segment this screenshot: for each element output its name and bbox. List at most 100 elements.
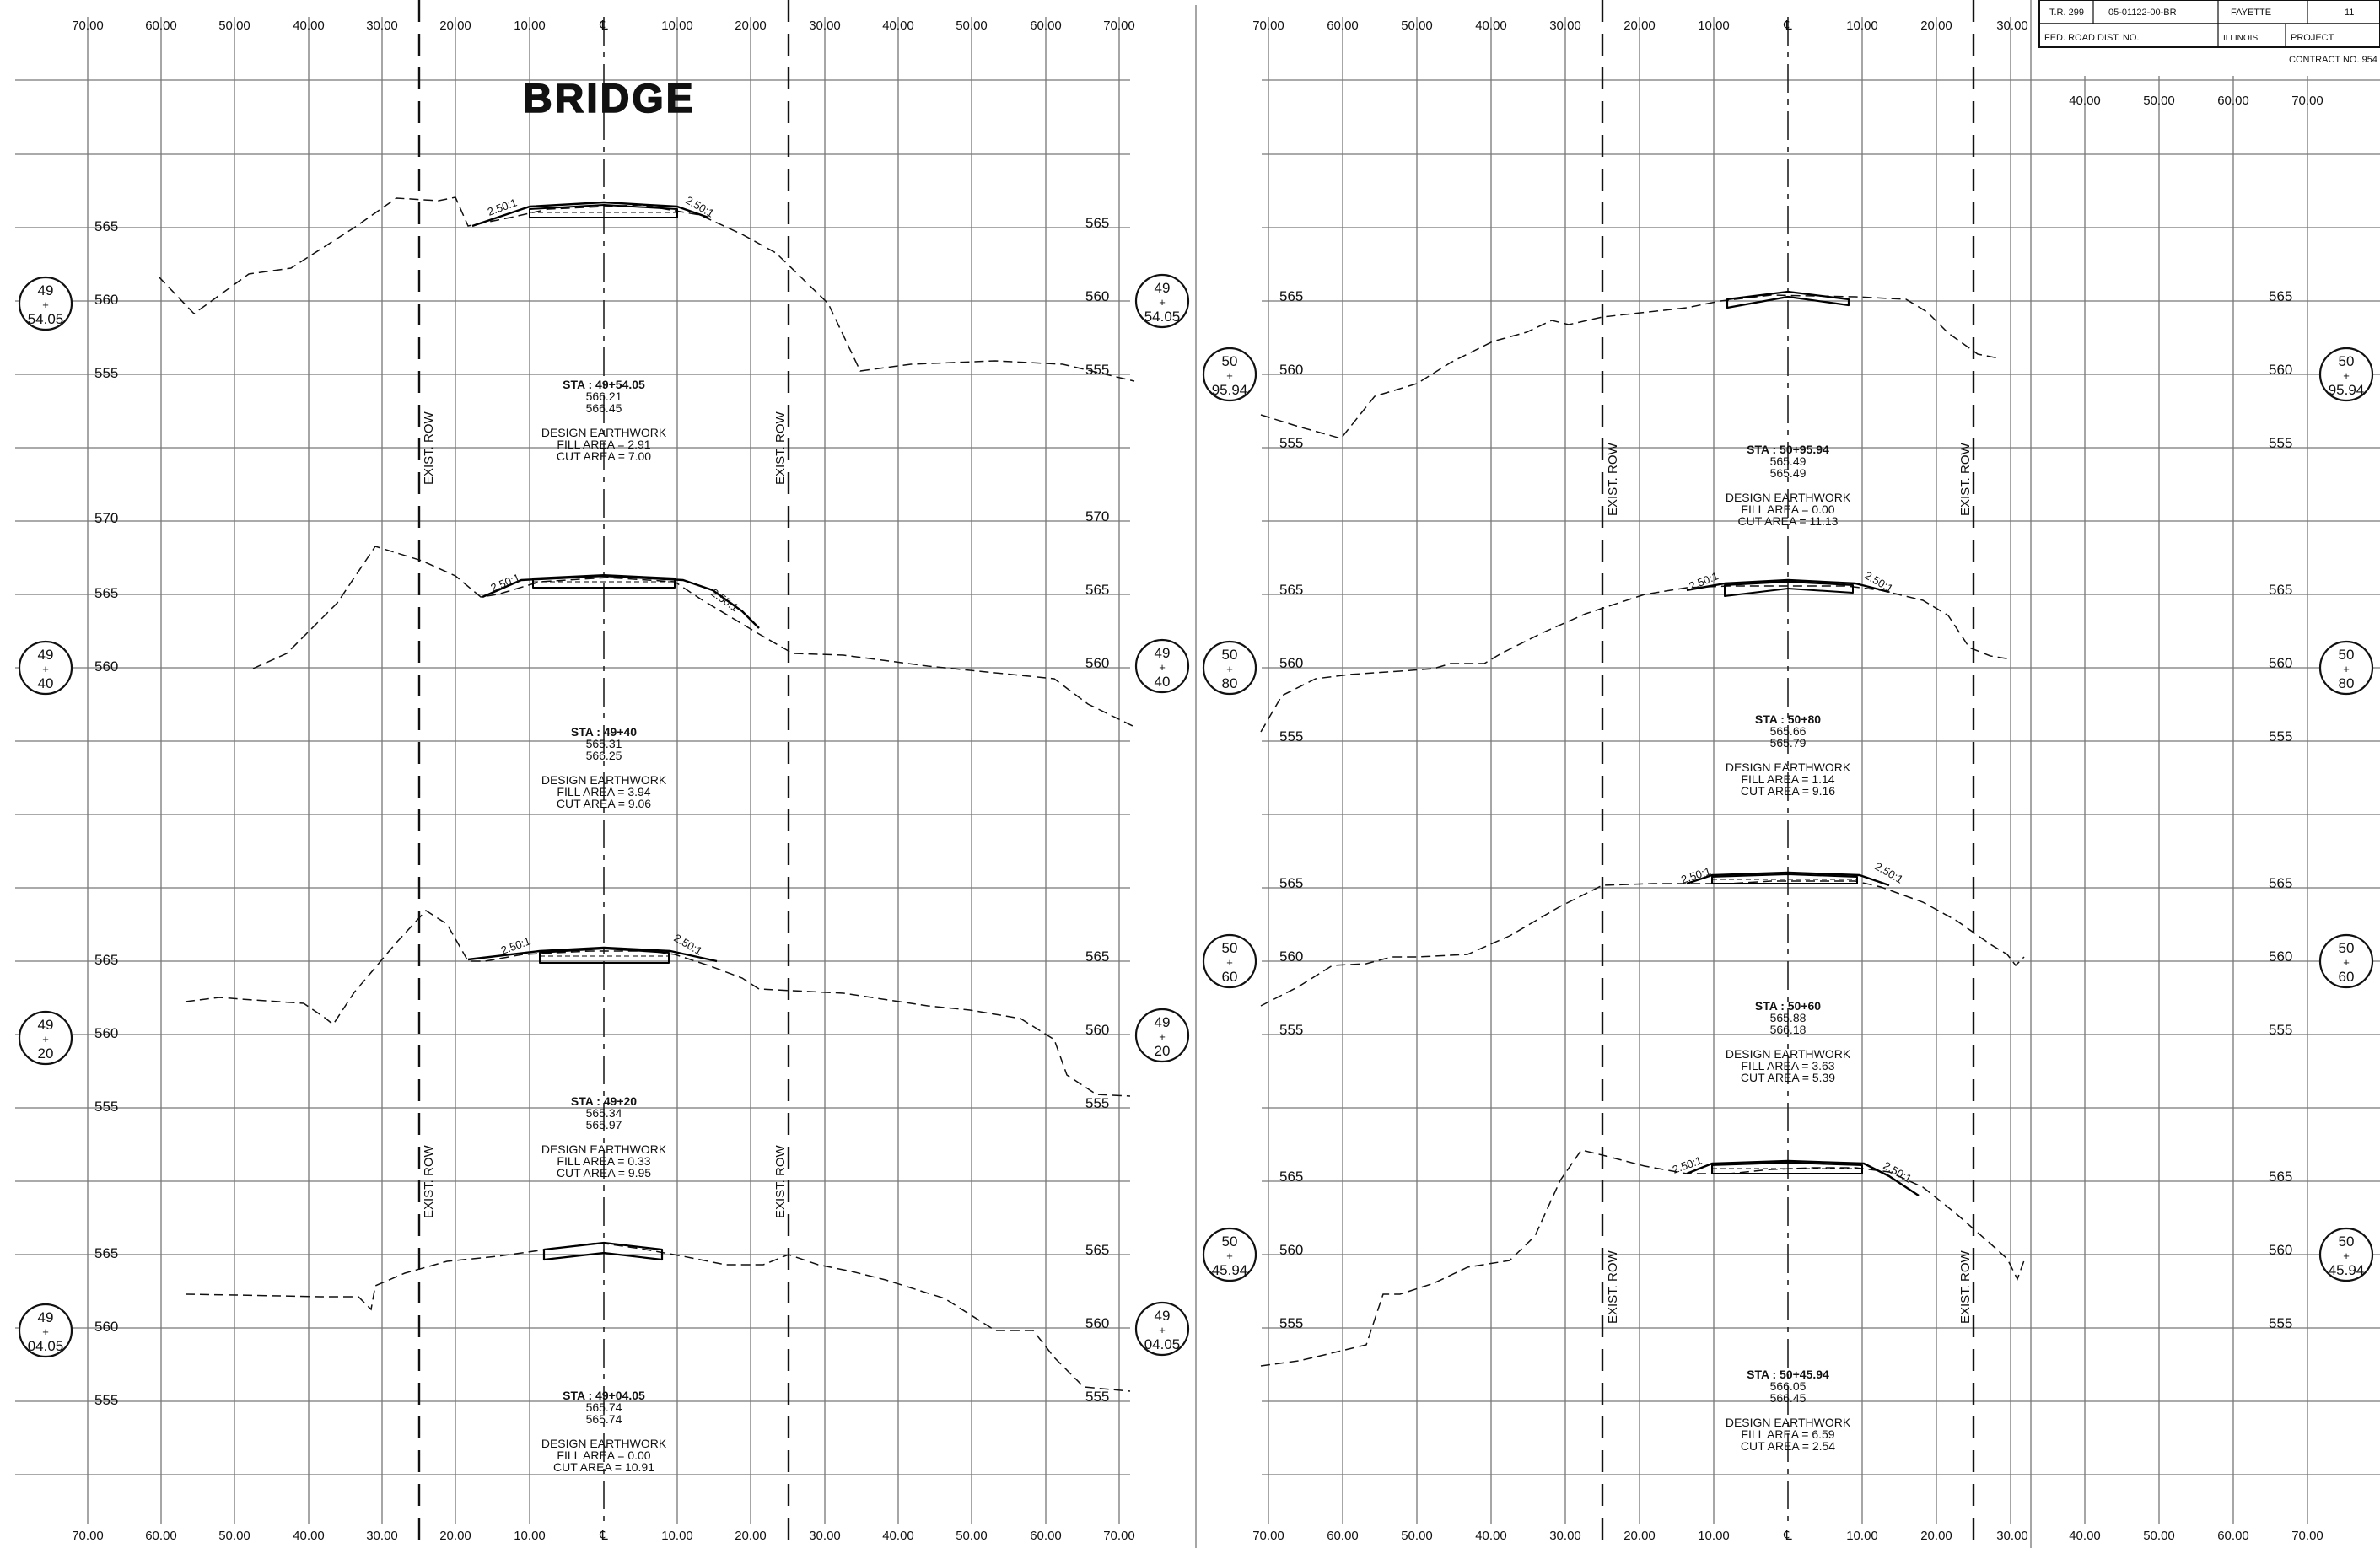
- axis-tick-label: 50.00: [2143, 94, 2175, 108]
- axis-tick-label: 60.00: [1327, 1529, 1359, 1543]
- fill-area: FILL AREA = 0.00: [1741, 503, 1834, 516]
- earthwork-heading: DESIGN EARTHWORK: [1726, 491, 1851, 504]
- station-bubble-top: 50: [2339, 940, 2355, 956]
- elevation-label: 565: [94, 1245, 118, 1261]
- proposed-section-50-80: 2.50:1 2.50:1: [1686, 569, 1895, 597]
- axis-tick-label: 60.00: [145, 19, 177, 33]
- elevation-label: 565: [1279, 1169, 1303, 1185]
- station-bubble-bottom: 20: [1155, 1043, 1171, 1059]
- ground-profile-49-40: [252, 546, 1135, 728]
- elevation-labels-right: 565 560 555 565 560 555 565 560 555 565 …: [1279, 288, 2292, 1331]
- cut-area: CUT AREA = 9.06: [557, 797, 651, 810]
- axis-tick-label: 30.00: [366, 1529, 398, 1543]
- design-elevation: 566.45: [1770, 1391, 1807, 1405]
- elevation-label: 560: [1085, 288, 1109, 304]
- svg-text:+: +: [1159, 1324, 1166, 1336]
- axis-tick-label: 70.00: [72, 19, 104, 33]
- cut-area: CUT AREA = 5.39: [1741, 1071, 1835, 1084]
- elevation-label: 555: [1279, 1022, 1303, 1038]
- existing-elevation: 565.49: [1770, 454, 1807, 468]
- elevation-label: 560: [94, 1025, 118, 1041]
- svg-text:+: +: [1159, 296, 1166, 309]
- proposed-section-49-04: [542, 1241, 664, 1261]
- ground-profile-49-20: [185, 910, 1131, 1097]
- station-bubble: 49 + 40: [1134, 638, 1190, 694]
- contract-label: CONTRACT NO. 954: [2289, 55, 2377, 65]
- exist-row-label: EXIST. ROW: [773, 411, 788, 485]
- axis-tick-label: 30.00: [366, 19, 398, 33]
- existing-elevation: 566.21: [586, 390, 622, 403]
- station-label: STA : 50+60: [1755, 999, 1821, 1013]
- station-bubble: 49 + 20: [1134, 1008, 1190, 1063]
- axis-tick-label: 50.00: [218, 1529, 250, 1543]
- title-block: T.R. 299 05-01122-00-BR FAYETTE 11 FED. …: [2038, 0, 2380, 65]
- station-label: STA : 49+04.05: [563, 1389, 645, 1402]
- station-bubble: 49 + 40: [18, 640, 73, 696]
- proposed-section-49-40: 2.50:1 2.50:1: [482, 571, 760, 629]
- station-info-49-54: STA : 49+54.05 566.21 566.45 DESIGN EART…: [541, 378, 667, 463]
- design-elevation: 565.97: [586, 1118, 622, 1131]
- elevation-label: 560: [94, 658, 118, 675]
- fed-road-dist-label: FED. ROAD DIST. NO.: [2044, 33, 2139, 43]
- axis-tick-label: 40.00: [2069, 1529, 2101, 1543]
- axis-tick-label: 10.00: [1846, 1529, 1878, 1543]
- svg-text:+: +: [1226, 956, 1233, 969]
- existing-elevation: 565.34: [586, 1106, 622, 1120]
- station-bubble-bottom: 80: [2339, 675, 2355, 691]
- axis-tick-label: 40.00: [882, 19, 914, 33]
- cut-area: CUT AREA = 9.16: [1741, 784, 1835, 798]
- elevation-label: 565: [94, 218, 118, 234]
- axis-tick-label: 30.00: [809, 1529, 841, 1543]
- slope-label: 2.50:1: [708, 586, 740, 614]
- exist-row-label: EXIST. ROW: [1606, 442, 1620, 516]
- ground-profile-50-45: [1260, 1149, 2025, 1367]
- axis-tick-label: 40.00: [1475, 1529, 1507, 1543]
- station-bubble-bottom: 54.05: [28, 311, 64, 327]
- fill-area: FILL AREA = 3.63: [1741, 1059, 1834, 1072]
- axis-tick-label: 30.00: [1996, 1529, 2028, 1543]
- station-bubble-bottom: 20: [38, 1045, 54, 1062]
- station-bubble-bottom: 40: [1155, 674, 1171, 690]
- station-bubble-top: 50: [2339, 1234, 2355, 1250]
- station-info-50-95: STA : 50+95.94 565.49 565.49 DESIGN EART…: [1726, 443, 1851, 528]
- elevation-label: 555: [1085, 1389, 1109, 1405]
- station-bubble-bottom: 60: [1222, 969, 1238, 985]
- axis-tick-label: 60.00: [1327, 19, 1359, 33]
- elevation-label: 555: [1279, 1315, 1303, 1331]
- design-elevation: 565.49: [1770, 466, 1807, 480]
- exist-row-label: EXIST. ROW: [422, 1144, 436, 1218]
- svg-text:+: +: [42, 298, 49, 311]
- axis-tick-label: 40.00: [2069, 94, 2101, 108]
- elevation-label: 560: [1279, 949, 1303, 965]
- cut-area: CUT AREA = 10.91: [553, 1460, 654, 1474]
- axis-tick-label: 20.00: [735, 1529, 767, 1543]
- axis-tick-label: 30.00: [1549, 1529, 1581, 1543]
- station-bubble-bottom: 95.94: [1212, 382, 1248, 398]
- elevation-label: 565: [2269, 1169, 2292, 1185]
- axis-tick-label: 40.00: [293, 19, 325, 33]
- axis-tick-label: 10.00: [514, 1529, 546, 1543]
- elevation-label: 555: [1279, 435, 1303, 451]
- station-bubble-bottom: 54.05: [1144, 309, 1181, 325]
- svg-text:+: +: [1226, 663, 1233, 675]
- station-bubble-bottom: 40: [38, 675, 54, 691]
- station-bubble-bottom: 45.94: [2329, 1262, 2365, 1278]
- station-bubble: 49 + 54.05: [18, 276, 73, 331]
- elevation-label: 560: [1085, 1315, 1109, 1331]
- existing-elevation: 565.74: [586, 1400, 622, 1414]
- axis-tick-label: 60.00: [1030, 19, 1062, 33]
- elevation-label: 560: [2269, 655, 2292, 671]
- station-bubble-top: 49: [1155, 280, 1171, 296]
- county-label: FAYETTE: [2231, 8, 2271, 18]
- svg-text:+: +: [1159, 1030, 1166, 1043]
- axis-tick-label: 50.00: [1401, 19, 1433, 33]
- elevation-label: 555: [2269, 1315, 2292, 1331]
- station-label: STA : 49+54.05: [563, 378, 645, 391]
- svg-text:+: +: [42, 663, 49, 675]
- svg-text:+: +: [1159, 661, 1166, 674]
- svg-text:+: +: [1226, 369, 1233, 382]
- axis-tick-label: 10.00: [661, 19, 693, 33]
- ground-profile-50-95: [1260, 294, 2000, 439]
- axis-tick-label: 20.00: [1920, 1529, 1952, 1543]
- elevation-label: 555: [1085, 1095, 1109, 1111]
